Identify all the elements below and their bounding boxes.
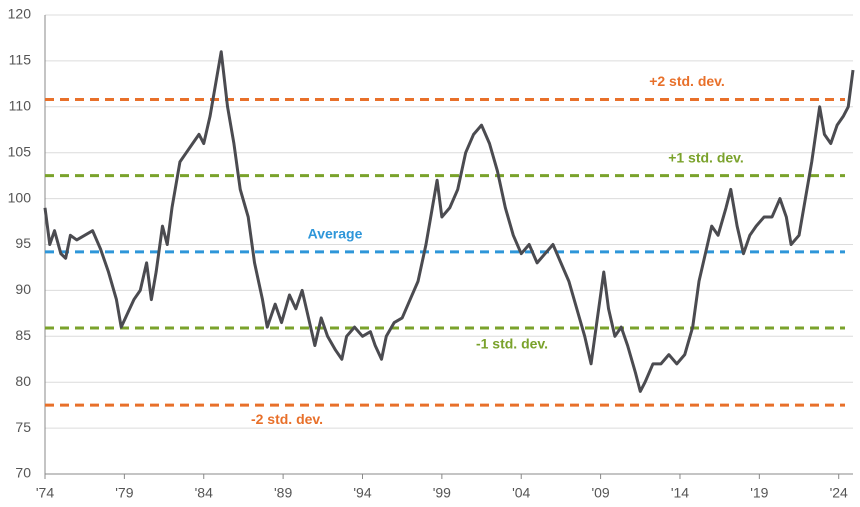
x-tick-label: '94 [353, 485, 371, 501]
y-tick-label: 85 [15, 327, 31, 343]
y-tick-label: 95 [15, 235, 31, 251]
x-tick-label: '89 [274, 485, 292, 501]
x-tick-label: '24 [830, 485, 848, 501]
x-tick-label: '14 [671, 485, 689, 501]
x-tick-label: '79 [115, 485, 133, 501]
y-tick-label: 100 [8, 189, 32, 205]
x-tick-label: '04 [512, 485, 530, 501]
x-tick-label: '09 [591, 485, 609, 501]
x-tick-label: '99 [433, 485, 451, 501]
y-tick-label: 75 [15, 419, 31, 435]
reference-label: +2 std. dev. [649, 73, 725, 89]
reference-label: Average [308, 226, 363, 242]
reference-label: +1 std. dev. [668, 149, 744, 165]
data-line [43, 50, 855, 393]
reference-label: -1 std. dev. [476, 336, 548, 352]
x-tick-label: '84 [195, 485, 213, 501]
y-tick-label: 90 [15, 281, 31, 297]
x-tick-label: '19 [750, 485, 768, 501]
y-tick-label: 105 [8, 143, 32, 159]
x-tick-label: '74 [36, 485, 54, 501]
reference-label: -2 std. dev. [251, 411, 323, 427]
y-tick-label: 70 [15, 465, 31, 481]
y-tick-label: 110 [9, 98, 32, 114]
y-tick-label: 80 [15, 373, 31, 389]
y-tick-label: 115 [9, 52, 32, 68]
y-tick-label: 120 [8, 6, 32, 22]
